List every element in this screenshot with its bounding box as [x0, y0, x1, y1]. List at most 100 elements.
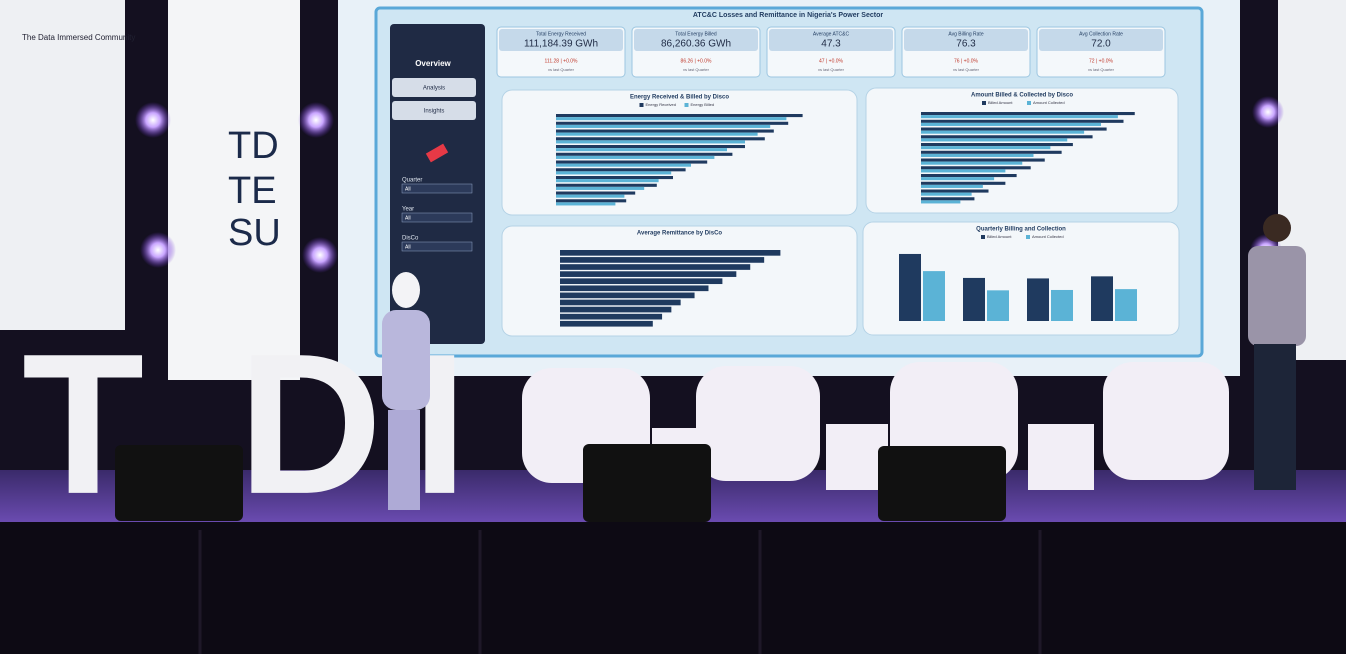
- bar: [556, 160, 708, 164]
- bar: [921, 158, 1045, 162]
- bar: [1115, 289, 1137, 321]
- bar: [556, 183, 657, 187]
- presenter-2: [1248, 214, 1306, 490]
- kpi-change: 72 | +0.0%: [1089, 58, 1114, 64]
- nav-heading: Overview: [415, 59, 451, 68]
- chart-title: Quarterly Billing and Collection: [976, 227, 1066, 233]
- bar: [921, 130, 1085, 134]
- chart-title: Energy Received & Billed by Disco: [630, 95, 729, 101]
- filter-dropdown[interactable]: [401, 241, 473, 252]
- kpi-title: Avg Collection Rate: [1079, 31, 1123, 37]
- bar: [560, 278, 723, 285]
- bar: [556, 132, 758, 136]
- legend-label: Energy Billed: [691, 102, 715, 107]
- bar: [921, 181, 1006, 185]
- bar: [556, 163, 691, 167]
- bar: [556, 145, 745, 149]
- logo: The Data Immersed Community: [22, 33, 135, 42]
- bar: [921, 115, 1118, 119]
- kpi-header: [634, 29, 758, 51]
- dashboard-content: Analysis Insights Quarter All Year All DisCo Al…: [392, 26, 1180, 337]
- banner-text: SU: [228, 212, 281, 254]
- bar: [560, 292, 695, 299]
- kpi-title: Total Energy Received: [536, 31, 586, 37]
- dashboard-title: ATC&C Losses and Remittance in Nigeria's…: [693, 12, 883, 19]
- banner-text: TE: [228, 170, 277, 212]
- stage-letters: T D I: [22, 313, 468, 536]
- bar: [921, 177, 995, 181]
- bar: [963, 277, 985, 321]
- kpi-title: Average ATC&C: [813, 31, 850, 37]
- filter-dropdown[interactable]: [401, 183, 473, 194]
- bar: [923, 271, 945, 321]
- bar: [556, 124, 771, 128]
- bar: [560, 264, 751, 270]
- kpi-header: [904, 29, 1028, 51]
- bar: [921, 192, 972, 196]
- stage-front: [0, 522, 1346, 654]
- bar: [921, 146, 1051, 150]
- bar: [556, 155, 715, 159]
- bar: [921, 174, 1017, 178]
- filter-label: Year: [402, 207, 414, 213]
- bar: [921, 150, 1062, 154]
- bar: [921, 197, 975, 201]
- bar: [560, 271, 737, 277]
- kpi-header: [769, 29, 893, 51]
- nav-button-label: Insights: [424, 109, 445, 115]
- bar: [556, 137, 765, 141]
- bar: [1051, 289, 1073, 321]
- bar: [556, 199, 627, 203]
- bar: [1027, 278, 1049, 321]
- bar: [556, 202, 616, 206]
- nav-button-label: Analysis: [423, 86, 445, 92]
- chart-title: Amount Billed & Collected by Disco: [971, 93, 1073, 99]
- bar: [921, 166, 1031, 170]
- legend-swatch: [1027, 101, 1031, 105]
- bar: [560, 320, 653, 327]
- nav-button[interactable]: [392, 101, 476, 120]
- legend-swatch: [981, 235, 985, 239]
- legend-label: Billed Amount: [987, 234, 1012, 239]
- filter-dropdown[interactable]: [401, 212, 473, 223]
- bar: [921, 122, 1101, 126]
- stage-letter: T: [22, 313, 144, 536]
- bar: [1091, 276, 1113, 321]
- nav-button[interactable]: [392, 78, 476, 97]
- bar: [556, 114, 803, 118]
- chart-title: Average Remittance by DisCo: [637, 231, 722, 237]
- bar: [556, 179, 659, 183]
- kpi-value: 72.0: [1091, 39, 1111, 50]
- presenter: [382, 272, 430, 510]
- bar: [556, 171, 672, 175]
- bar: [556, 152, 733, 156]
- bar: [556, 121, 789, 125]
- kpi-value: 111,184.39 GWh: [524, 39, 598, 50]
- kpi-note: vs last Quarter: [1088, 67, 1115, 72]
- legend-label: Energy Received: [646, 102, 676, 107]
- kpi-note: vs last Quarter: [683, 67, 710, 72]
- bar: [987, 290, 1009, 321]
- bar: [556, 186, 645, 190]
- kpi-title: Total Energy Billed: [675, 31, 717, 37]
- stage-letter: D: [238, 313, 382, 536]
- bar: [921, 112, 1135, 116]
- bar: [556, 148, 727, 152]
- bar: [556, 140, 745, 144]
- kpi-change: 86.26 | +0.0%: [681, 58, 712, 64]
- kpi-header: [1039, 29, 1163, 51]
- bar: [556, 129, 774, 133]
- kpi-header: [499, 29, 623, 51]
- bar: [921, 143, 1073, 147]
- disco-icon: [425, 143, 449, 163]
- kpi-change: 76 | +0.0%: [954, 58, 979, 64]
- bar: [921, 119, 1124, 123]
- bar: [899, 253, 921, 321]
- legend-swatch: [1026, 235, 1030, 239]
- banner-center: [168, 0, 300, 380]
- filter-value: All: [405, 244, 411, 250]
- bar: [921, 135, 1093, 139]
- kpi-value: 86,260.36 GWh: [661, 39, 731, 50]
- bar: [556, 194, 625, 198]
